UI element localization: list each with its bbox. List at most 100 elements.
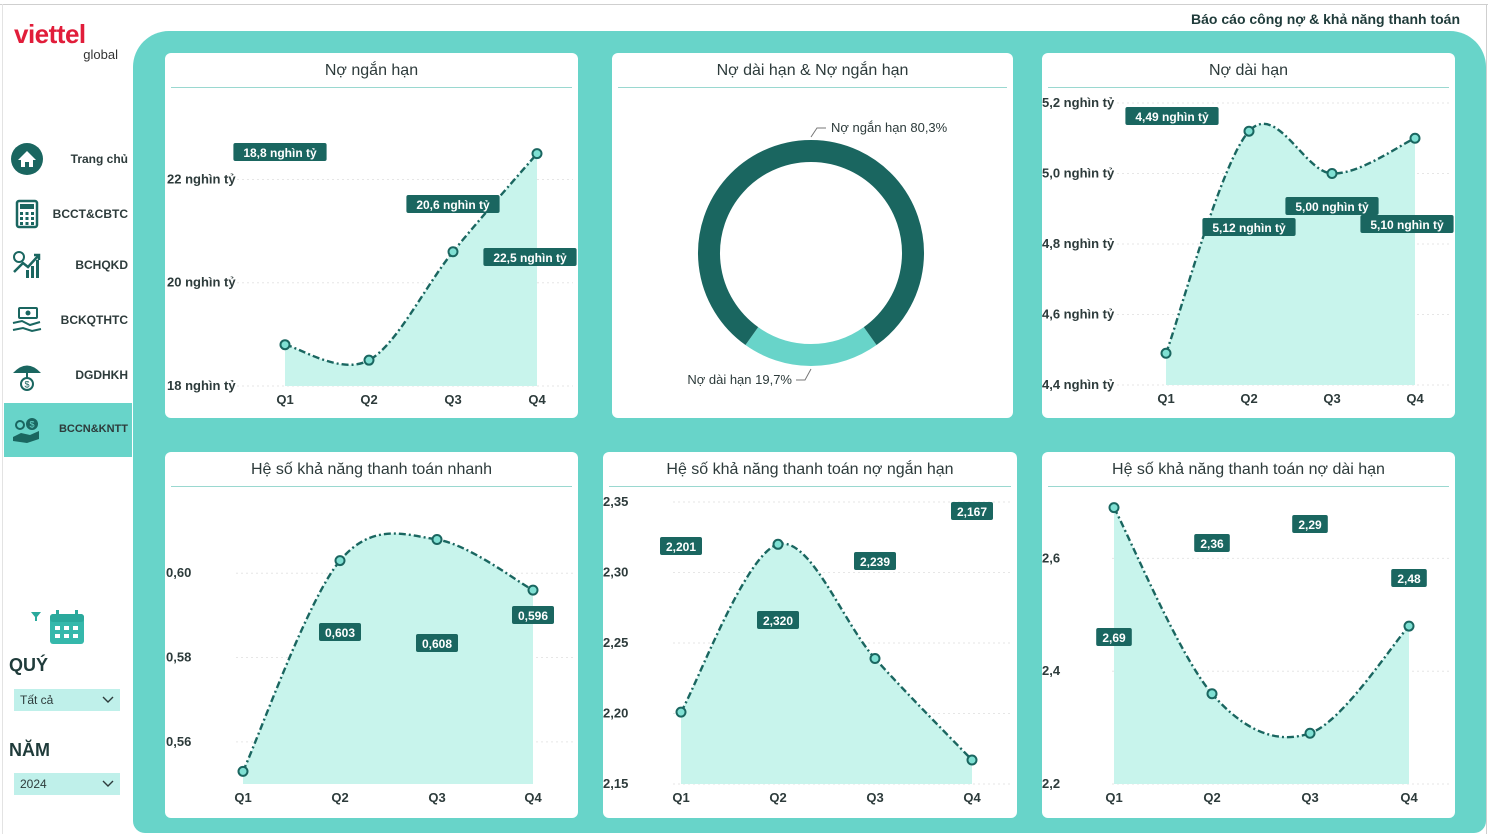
data-label: 2,320	[763, 614, 793, 628]
x-tick-label: Q4	[1406, 391, 1424, 406]
data-point	[447, 246, 459, 258]
data-label-box	[1194, 534, 1230, 552]
chart-card-long-ratio: Hệ số khả năng thanh toán nợ dài hạn 2,2…	[1042, 452, 1455, 818]
data-point	[1403, 620, 1415, 632]
nav-item-dgdhkh[interactable]: $ DGDHKH	[4, 348, 132, 402]
y-tick-label: 2,30	[603, 565, 628, 580]
data-point	[1304, 727, 1316, 739]
long-ratio-chart: 2,2 2,4 2,6 Q1 2,69 Q2 2,36 Q3 2,29 Q4 2,48	[1042, 502, 1450, 805]
data-label: 5,12 nghìn tỷ	[1212, 221, 1286, 235]
x-tick-label: Q1	[672, 790, 689, 805]
nav-item-home[interactable]: Trang chủ	[4, 132, 132, 186]
x-tick-label: Q3	[1301, 790, 1318, 805]
data-label: 5,10 nghìn tỷ	[1370, 218, 1444, 232]
data-point	[1409, 132, 1421, 144]
nav-item-bcct[interactable]: BCCT&CBTC	[4, 187, 132, 241]
year-select[interactable]: 2024	[14, 773, 120, 795]
data-label: 0,608	[422, 637, 452, 651]
current-ratio-chart: 2,15 2,20 2,25 2,30 2,35 Q1 2,201 Q2 2,320 Q3 2,23…	[603, 494, 1011, 805]
data-point	[279, 339, 291, 351]
area-fill	[1114, 507, 1409, 784]
data-label-box	[1391, 569, 1427, 587]
data-label-box	[757, 611, 799, 629]
chart-title: Hệ số khả năng thanh toán nợ ngắn hạn	[666, 461, 954, 478]
data-label: 5,00 nghìn tỷ	[1295, 200, 1369, 214]
x-tick-label: Q1	[276, 392, 293, 407]
data-point	[527, 584, 539, 596]
x-tick-label: Q2	[331, 790, 348, 805]
slice-label: Nợ dài hạn 19,7%	[687, 372, 792, 387]
y-tick-label: 4,8 nghìn tỷ	[1042, 236, 1115, 251]
chart-title: Nợ dài hạn & Nợ ngắn hạn	[716, 62, 909, 79]
quarter-select-value: Tất cả	[20, 693, 54, 707]
data-point	[363, 354, 375, 366]
svg-text:$: $	[29, 420, 34, 430]
nav-item-bckqthtc[interactable]: BCKQTHTC	[4, 293, 132, 347]
nav-label: Trang chủ	[70, 152, 128, 166]
x-tick-label: Q3	[428, 790, 445, 805]
data-label: 2,48	[1397, 572, 1421, 586]
data-label-box	[854, 552, 896, 570]
leader-line	[796, 368, 812, 381]
series-line	[679, 542, 973, 761]
nav-label: BCCN&KNTT	[58, 423, 128, 435]
data-label-box	[660, 537, 702, 555]
umbrella-money-icon: $	[13, 365, 41, 391]
chart-title: Hệ số khả năng thanh toán nợ dài hạn	[1112, 461, 1385, 478]
data-label-box	[233, 143, 327, 161]
data-point	[675, 706, 687, 718]
chart-card-quick-ratio: Hệ số khả năng thanh toán nhanh 0,56 0,58…	[165, 452, 578, 818]
y-tick-label: 0,56	[166, 734, 191, 749]
area-fill	[681, 543, 972, 784]
chart-title: Hệ số khả năng thanh toán nhanh	[250, 461, 493, 478]
quarter-filter-label: QUÝ	[9, 655, 49, 675]
brand-name: viettel	[14, 19, 86, 49]
x-tick-label: Q2	[1240, 391, 1257, 406]
data-label-box	[1202, 218, 1296, 236]
title-divider	[1048, 87, 1449, 88]
nav-item-bccn-kntt[interactable]: $ BCCN&KNTT	[4, 403, 132, 457]
slice-short-term	[698, 140, 924, 346]
data-label: 2,167	[957, 505, 987, 519]
data-label: 18,8 nghìn tỷ	[243, 146, 317, 160]
x-tick-label: Q1	[234, 790, 251, 805]
nav-label: BCKQTHTC	[60, 313, 128, 327]
data-label-box	[1360, 215, 1454, 233]
data-label-box	[319, 623, 361, 641]
short-debt-chart: 18 nghìn tỷ 20 nghìn tỷ 22 nghìn tỷ Q1 18,8 …	[167, 143, 577, 407]
nav-item-bchqkd[interactable]: BCHQKD	[4, 238, 132, 292]
chart-card-short-debt: Nợ ngắn hạn 18 nghìn tỷ 20 nghìn tỷ 22 ngh…	[165, 53, 578, 418]
y-tick-label: 2,2	[1042, 776, 1060, 791]
y-tick-label: 4,6 nghìn tỷ	[1042, 307, 1115, 322]
quarter-select[interactable]: Tất cả	[14, 689, 120, 711]
data-label: 2,201	[666, 540, 696, 554]
data-point	[334, 555, 346, 567]
area-fill	[243, 533, 533, 784]
title-divider	[1048, 486, 1449, 487]
series-line	[241, 532, 534, 772]
data-label-box	[951, 502, 993, 520]
data-label-box	[416, 634, 458, 652]
slice-label: Nợ ngắn hạn 80,3%	[831, 120, 948, 135]
chart-card-debt-mix: Nợ dài hạn & Nợ ngắn hạn Nợ ngắn hạn 80,…	[612, 53, 1013, 418]
nav-label: BCHQKD	[75, 258, 128, 272]
data-label-box	[406, 195, 500, 213]
data-label: 2,239	[860, 555, 890, 569]
nav-label: BCCT&CBTC	[52, 207, 128, 221]
data-point	[237, 765, 249, 777]
data-label: 0,603	[325, 626, 355, 640]
y-tick-label: 0,60	[166, 565, 191, 580]
x-tick-label: Q4	[528, 392, 546, 407]
y-tick-label: 2,20	[603, 706, 628, 721]
title-divider	[171, 486, 572, 487]
chart-card-long-debt: Nợ dài hạn 4,4 nghìn tỷ 4,6 nghìn tỷ 4,8 n…	[1042, 53, 1455, 418]
y-tick-label: 20 nghìn tỷ	[167, 275, 236, 290]
y-tick-label: 5,2 nghìn tỷ	[1042, 95, 1115, 110]
data-label-box	[1285, 197, 1379, 215]
data-label: 0,596	[518, 609, 548, 623]
data-point	[1108, 502, 1120, 514]
y-tick-label: 2,15	[603, 776, 628, 791]
leader-line	[810, 127, 826, 138]
debt-mix-donut-chart: Nợ ngắn hạn 80,3% Nợ dài hạn 19,7%	[687, 120, 948, 387]
title-divider	[171, 87, 572, 88]
